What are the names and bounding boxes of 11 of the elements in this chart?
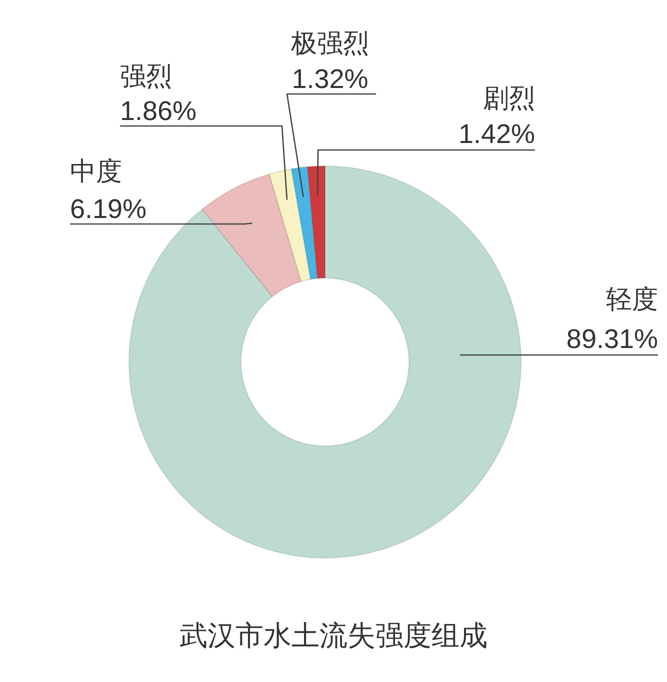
data-label: 89.31% <box>566 324 658 354</box>
slice-label: 轻度 <box>606 284 658 314</box>
slice-label: 剧烈 <box>483 83 535 113</box>
data-label: 1.32% <box>292 64 368 94</box>
data-label: 1.86% <box>120 96 197 126</box>
data-label: 6.19% <box>70 194 147 224</box>
data-label: 1.42% <box>458 119 535 149</box>
slice-label: 强烈 <box>120 61 172 91</box>
text: 武汉市水土流失强度组成 <box>180 620 488 651</box>
slice-label: 中度 <box>70 156 122 186</box>
slice-label: 极强烈 <box>290 28 369 58</box>
